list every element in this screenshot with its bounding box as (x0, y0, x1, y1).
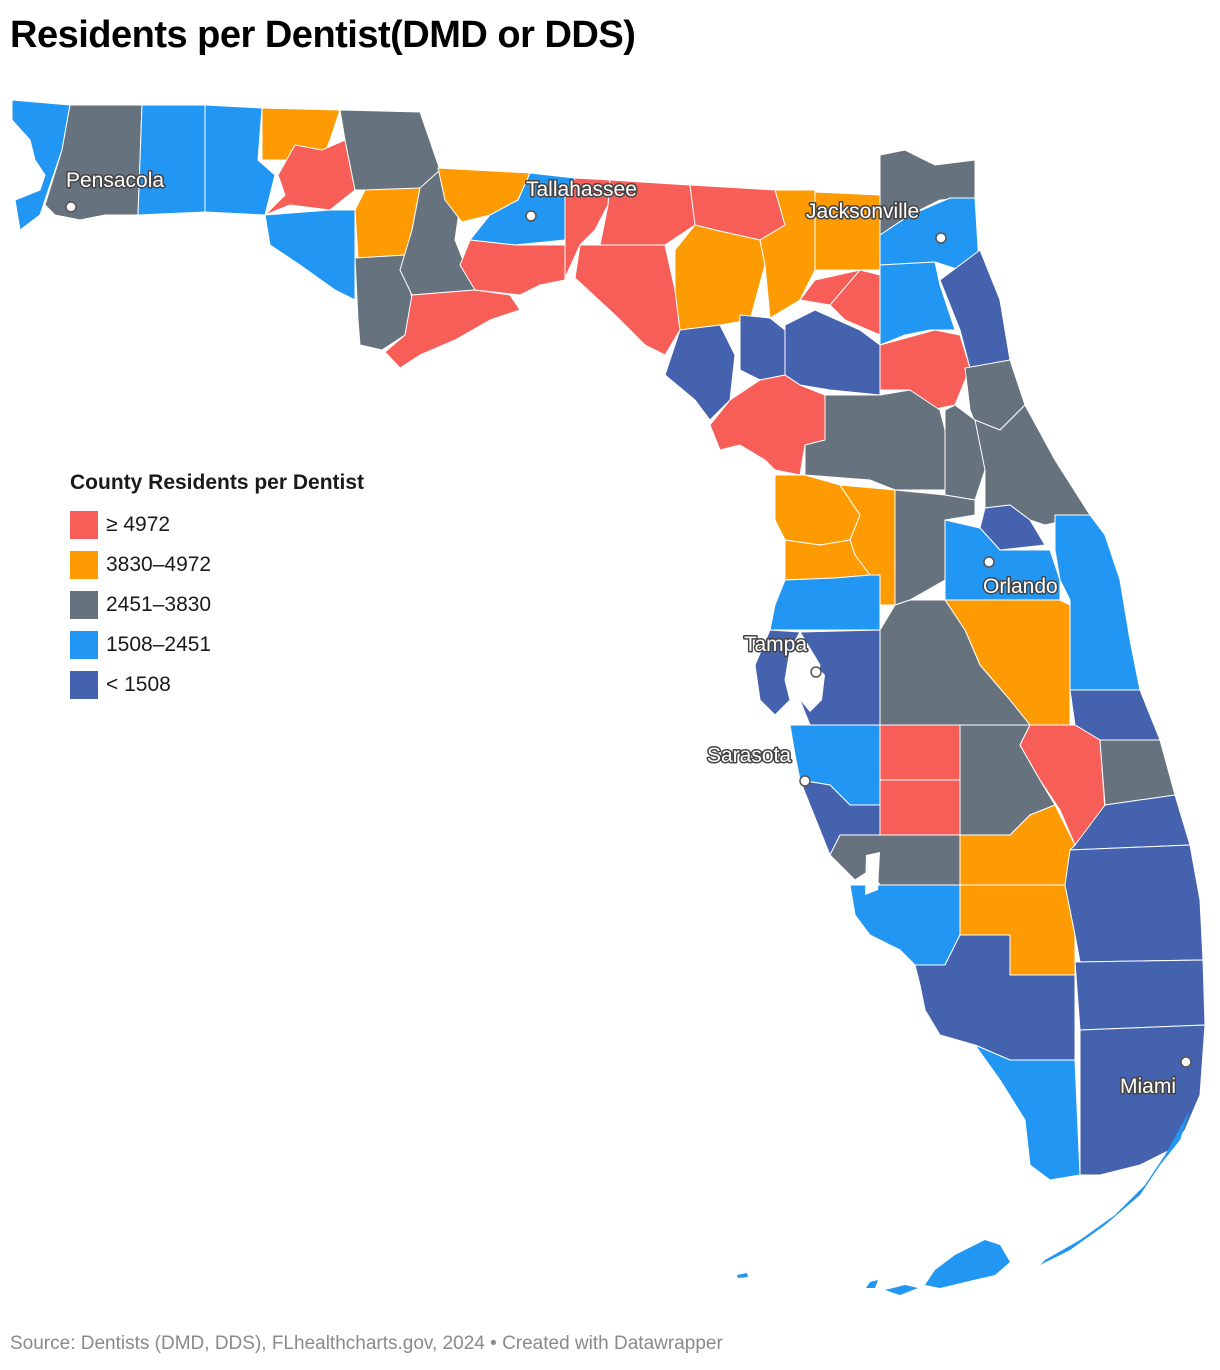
legend-label: 3830–4972 (106, 553, 212, 576)
footer: Source: Dentists (DMD, DDS), FLhealthcha… (10, 1333, 723, 1355)
city-label-jacksonville: Jacksonville (806, 200, 919, 223)
county-washington[interactable] (264, 139, 356, 216)
legend-label: 1508–2451 (106, 633, 212, 656)
county-volusia[interactable] (974, 404, 1091, 526)
county-charlotte[interactable] (829, 834, 961, 886)
county-bay[interactable] (264, 209, 356, 301)
source-text: Source: Dentists (DMD, DDS), FLhealthcha… (10, 1333, 485, 1354)
orlando-marker (983, 556, 995, 568)
legend-item: < 1508 (70, 665, 364, 705)
legend-swatch (70, 551, 98, 579)
county-monroe-mainland[interactable] (974, 1044, 1081, 1181)
legend-item: 2451–3830 (70, 585, 364, 625)
county-lee[interactable] (849, 884, 961, 966)
county-dixie[interactable] (709, 374, 826, 476)
legend-label: 2451–3830 (106, 593, 212, 616)
miami-marker (1180, 1056, 1192, 1068)
legend-item: 1508–2451 (70, 625, 364, 665)
county-martin[interactable] (1069, 794, 1191, 851)
county-suwannee[interactable] (674, 224, 766, 331)
county-pinellas[interactable] (754, 629, 801, 716)
city-label-tallahassee: Tallahassee (526, 178, 637, 201)
county-gilchrist[interactable] (739, 314, 786, 381)
county-broward[interactable] (1074, 959, 1206, 1031)
county-desoto[interactable] (879, 779, 961, 836)
county-hardee[interactable] (879, 724, 961, 781)
sarasota-marker (799, 775, 811, 787)
tampa-marker (810, 666, 822, 678)
florida-keys (737, 1110, 1190, 1295)
chart-title: Residents per Dentist(DMD or DDS) (10, 14, 636, 56)
county-palm-beach[interactable] (1064, 844, 1204, 963)
jacksonville-marker (935, 232, 947, 244)
city-label-pensacola: Pensacola (66, 169, 164, 192)
footer-separator: • (484, 1333, 503, 1354)
legend-item: ≥ 4972 (70, 505, 364, 545)
legend-swatch (70, 631, 98, 659)
legend-swatch (70, 591, 98, 619)
city-label-miami: Miami (1120, 1075, 1176, 1098)
legend-item: 3830–4972 (70, 545, 364, 585)
legend-label: ≥ 4972 (106, 513, 171, 536)
county-okaloosa[interactable] (137, 104, 206, 216)
city-label-tampa: Tampa (744, 633, 807, 656)
legend-swatch (70, 671, 98, 699)
legend: County Residents per Dentist ≥ 4972 3830… (70, 471, 364, 705)
county-levy[interactable] (804, 389, 946, 491)
county-franklin[interactable] (384, 289, 521, 369)
legend-title: County Residents per Dentist (70, 471, 365, 494)
county-taylor[interactable] (574, 244, 681, 356)
credit-text: Created with Datawrapper (502, 1333, 723, 1354)
county-miami-dade[interactable] (1079, 1024, 1206, 1176)
county-wakulla[interactable] (459, 239, 566, 296)
county-lafayette[interactable] (664, 324, 736, 421)
county-pasco[interactable] (769, 574, 881, 631)
tallahassee-marker (525, 210, 537, 222)
city-markers (65, 201, 1192, 1068)
city-label-sarasota: Sarasota (707, 744, 791, 767)
county-jackson[interactable] (339, 109, 441, 191)
legend-swatch (70, 511, 98, 539)
county-bradford[interactable] (829, 269, 881, 336)
county-clay[interactable] (879, 261, 956, 346)
city-label-orlando: Orlando (983, 575, 1058, 598)
pensacola-marker (65, 201, 77, 213)
legend-label: < 1508 (106, 673, 171, 696)
county-st-lucie[interactable] (1099, 739, 1176, 806)
